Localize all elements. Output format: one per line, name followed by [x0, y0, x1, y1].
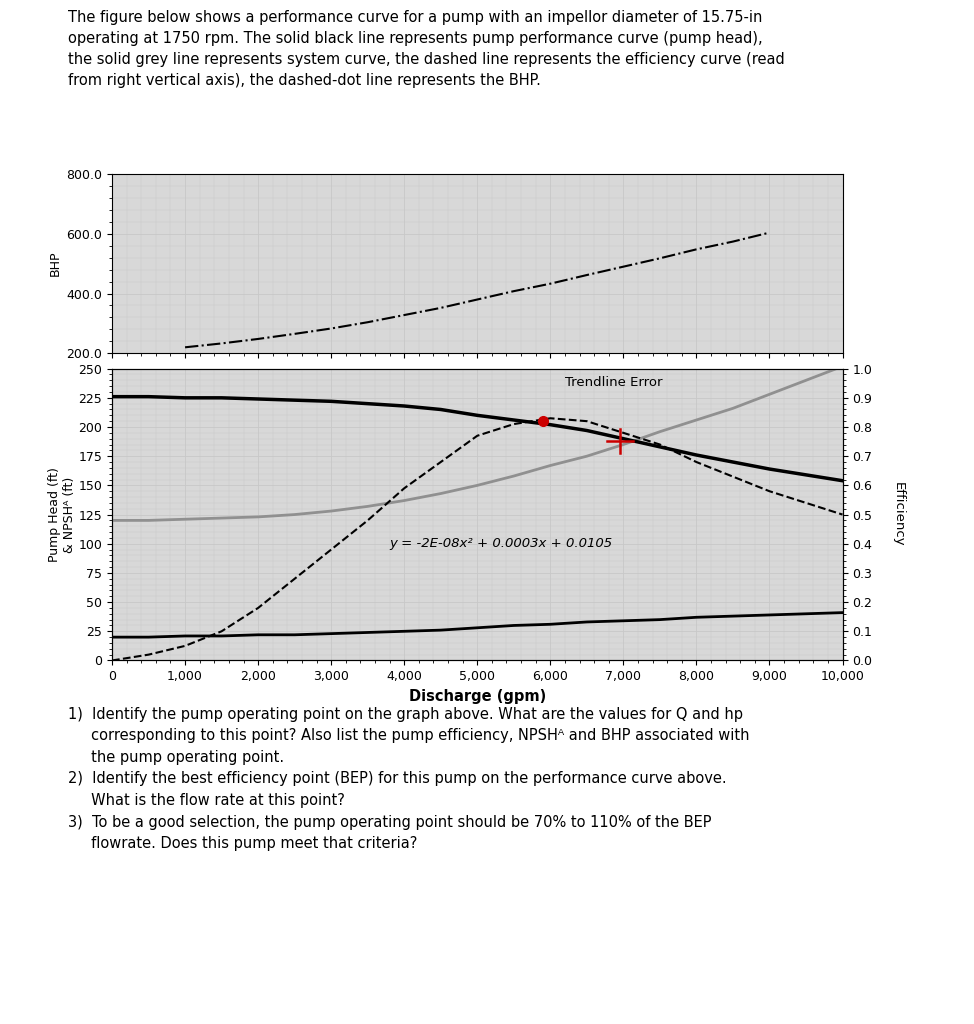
Y-axis label: BHP: BHP — [49, 251, 62, 276]
Y-axis label: Efficiency: Efficiency — [891, 482, 905, 547]
Text: y = -2E-08x² + 0.0003x + 0.0105: y = -2E-08x² + 0.0003x + 0.0105 — [390, 538, 613, 550]
X-axis label: Discharge (gpm): Discharge (gpm) — [409, 689, 545, 703]
Text: The figure below shows a performance curve for a pump with an impellor diameter : The figure below shows a performance cur… — [68, 10, 785, 88]
Y-axis label: Pump Head (ft)
& NPSHᴬ (ft): Pump Head (ft) & NPSHᴬ (ft) — [48, 467, 76, 562]
Text: Trendline Error: Trendline Error — [565, 376, 662, 389]
Text: 1)  Identify the pump operating point on the graph above. What are the values fo: 1) Identify the pump operating point on … — [68, 707, 750, 851]
